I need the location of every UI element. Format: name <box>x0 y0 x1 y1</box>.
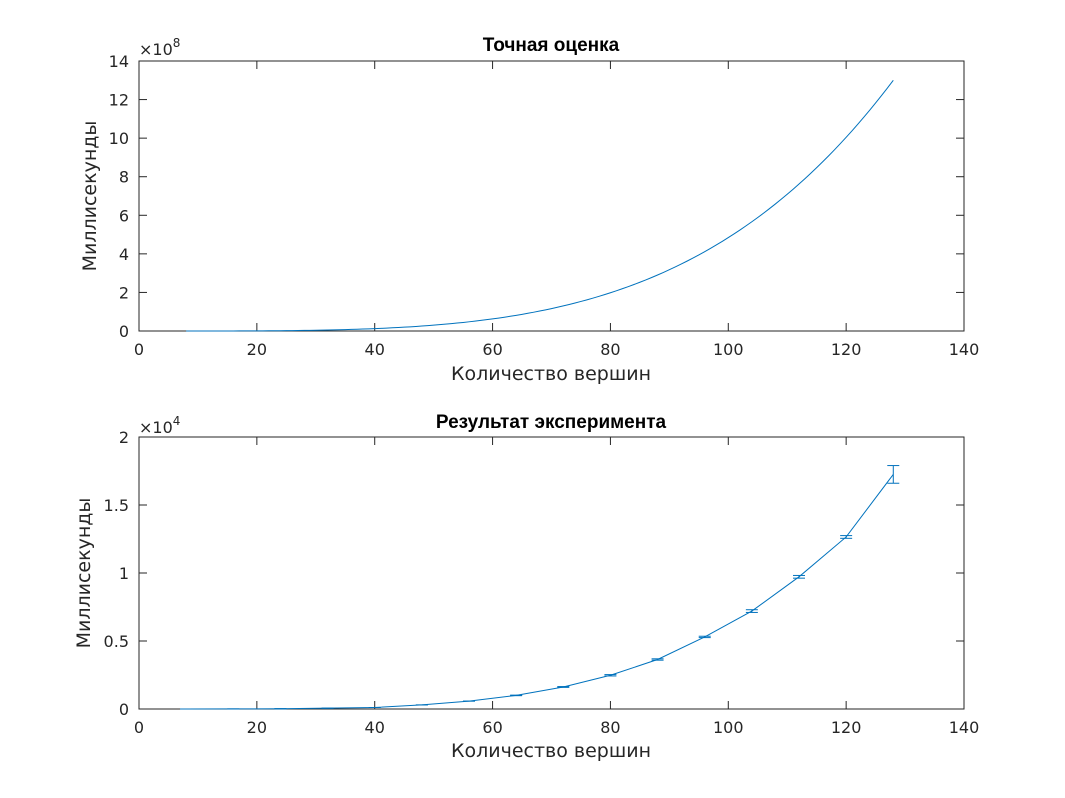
x-tick-label: 60 <box>482 718 502 737</box>
series-line <box>186 79 894 332</box>
x-tick-label: 140 <box>949 718 980 737</box>
x-axis-label: Количество вершин <box>451 740 651 762</box>
y-tick-label: 14 <box>109 52 129 71</box>
chart-title: Точная оценка <box>483 35 620 56</box>
y-axis-label: Миллисекунды <box>79 121 101 272</box>
y-tick-label: 0 <box>119 322 129 341</box>
y-axis-label: Миллисекунды <box>73 498 95 649</box>
x-tick-label: 20 <box>247 340 267 359</box>
series-line <box>186 474 894 710</box>
x-tick-label: 100 <box>713 718 744 737</box>
y-tick-label: 0 <box>119 700 129 719</box>
y-tick-label: 1 <box>119 564 129 583</box>
y-axis-multiplier: ×108 <box>139 36 180 59</box>
x-tick-label: 120 <box>831 718 862 737</box>
x-axis-label: Количество вершин <box>451 363 651 385</box>
plot-area <box>138 60 965 332</box>
y-tick-label: 0.5 <box>104 632 129 651</box>
x-tick-label: 40 <box>365 718 385 737</box>
x-tick-label: 100 <box>713 340 744 359</box>
x-tick-label: 80 <box>600 718 620 737</box>
x-tick-label: 20 <box>247 718 267 737</box>
y-tick-label: 10 <box>109 129 129 148</box>
y-tick-label: 4 <box>119 245 129 264</box>
y-tick-label: 2 <box>119 283 129 302</box>
chart-title: Результат эксперимента <box>436 412 667 433</box>
x-tick-label: 0 <box>134 340 144 359</box>
y-tick-label: 1.5 <box>104 496 129 515</box>
y-axis-multiplier: ×104 <box>139 414 180 437</box>
x-tick-label: 80 <box>600 340 620 359</box>
exact-estimate-panel: Точная оценка Количество вершин Миллисек… <box>79 35 979 385</box>
plot-area <box>138 436 965 710</box>
y-tick-label: 2 <box>119 428 129 447</box>
x-tick-label: 140 <box>949 340 980 359</box>
experiment-result-panel: Результат эксперимента Количество вершин… <box>73 412 979 762</box>
x-tick-label: 0 <box>134 718 144 737</box>
x-tick-label: 60 <box>482 340 502 359</box>
y-tick-label: 6 <box>119 206 129 225</box>
x-tick-label: 40 <box>365 340 385 359</box>
y-tick-label: 8 <box>119 168 129 187</box>
x-tick-label: 120 <box>831 340 862 359</box>
y-tick-label: 12 <box>109 91 129 110</box>
